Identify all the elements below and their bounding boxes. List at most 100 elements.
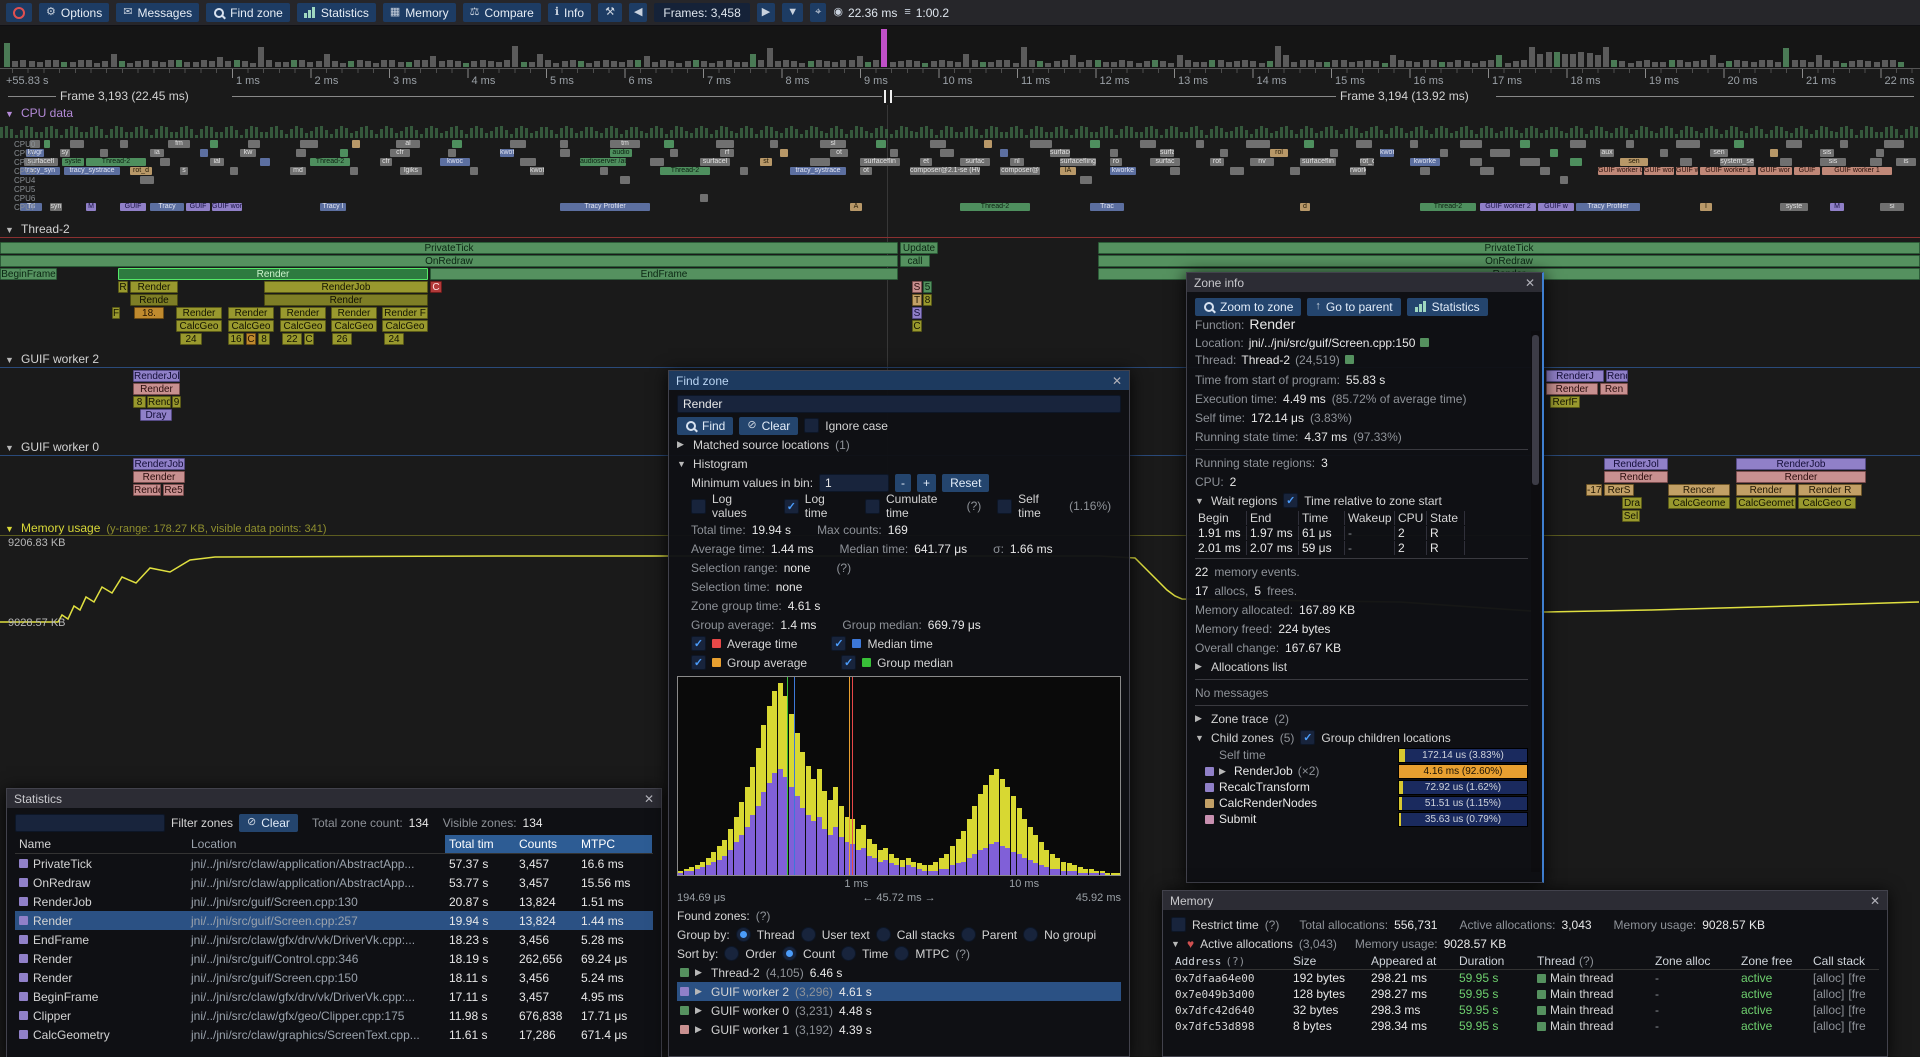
frame-bar[interactable] [1808, 62, 1814, 67]
cpu-zone[interactable] [1480, 167, 1494, 175]
cpu-zone[interactable]: Thread-2 [1420, 203, 1476, 211]
callstack-link[interactable]: [alloc] [1813, 1003, 1845, 1017]
timeline-zone[interactable]: CalcGeo [228, 320, 274, 332]
frame-bar[interactable] [1578, 52, 1585, 67]
frame-bar[interactable] [1439, 61, 1445, 67]
frame-bar[interactable] [717, 60, 724, 67]
frame-bar[interactable] [963, 54, 970, 67]
frame-bar[interactable] [1365, 60, 1372, 67]
frame-bar[interactable] [1660, 61, 1667, 67]
timeline-zone[interactable]: Update [900, 242, 938, 254]
timeline-zone[interactable]: 9 [172, 396, 181, 408]
matched-locations-row[interactable]: ▶ Matched source locations (1) [677, 437, 850, 452]
frame-bar[interactable] [397, 61, 404, 67]
frame-bar[interactable] [1717, 62, 1724, 67]
timeline-zone[interactable]: CalcGeome [1668, 497, 1730, 509]
timeline-zone[interactable]: RerfF [1550, 396, 1580, 408]
frame-bar[interactable] [1291, 62, 1298, 67]
frame-bar[interactable] [1783, 47, 1790, 67]
frame-bar[interactable] [520, 61, 527, 67]
frame-time-strip[interactable] [0, 26, 1920, 69]
frame-bar[interactable] [1234, 61, 1240, 67]
timeline-zone[interactable]: RenderJol [1604, 458, 1668, 470]
cpu-zone[interactable]: Trl [20, 203, 42, 211]
find-zone-input[interactable] [677, 395, 1121, 413]
frame-bar[interactable] [791, 60, 798, 67]
cpu-zone[interactable] [448, 149, 456, 157]
cpu-zone[interactable]: surfac [1160, 149, 1174, 157]
frame-bar[interactable] [118, 60, 125, 67]
cpu-zone[interactable]: sis [1820, 158, 1846, 166]
goto-frame-button[interactable]: ▼ [782, 3, 804, 22]
column-header-duration[interactable]: Duration [1455, 954, 1533, 968]
cpu-zone[interactable] [120, 140, 128, 148]
frame-bar[interactable] [405, 61, 412, 67]
frame-bar[interactable] [1381, 62, 1388, 67]
frame-bar[interactable] [553, 62, 560, 67]
cpu-zone[interactable] [670, 149, 678, 157]
collapse-icon[interactable]: ▼ [5, 355, 14, 365]
cpu-zone[interactable] [940, 149, 954, 157]
cpu-zone[interactable]: Thread-2 [960, 203, 1030, 211]
min-bin-input[interactable] [819, 473, 890, 492]
frame-bar[interactable] [856, 55, 863, 67]
child-zone-row[interactable]: ▶ RenderJob (×2) 4.16 ms (92.60%) [1195, 763, 1528, 779]
callstack-link[interactable]: [alloc] [1813, 1019, 1845, 1033]
callstack-link[interactable]: [alloc] [1813, 987, 1845, 1001]
legend-checkbox-1[interactable] [831, 636, 847, 651]
frame-bar[interactable] [627, 60, 634, 67]
cpu-zone[interactable]: md [290, 167, 306, 175]
frame-bar[interactable] [586, 62, 593, 67]
stats-row[interactable]: Render jni/../jni/src/guif/Control.cpp:34… [15, 949, 653, 968]
frame-bar[interactable] [1488, 60, 1495, 67]
relative-time-checkbox[interactable] [1283, 493, 1299, 508]
frame-bar[interactable] [1611, 60, 1618, 67]
allocation-row[interactable]: 0x7dfaa64e00 192 bytes 298.21 ms 59.95 s Mai… [1171, 970, 1879, 986]
cpu-zone[interactable] [1470, 158, 1482, 166]
cpu-zone[interactable] [230, 167, 238, 175]
close-icon[interactable]: ✕ [1524, 275, 1535, 290]
legend-checkbox-0[interactable] [691, 636, 706, 651]
frame-bar[interactable] [159, 62, 166, 67]
frame-bar[interactable] [660, 60, 666, 67]
timeline-zone[interactable]: Render [176, 307, 222, 319]
frame-bar[interactable] [209, 60, 215, 67]
frame-bar[interactable] [1316, 61, 1322, 67]
frame-bar[interactable] [266, 60, 273, 67]
frame-bar[interactable] [1865, 61, 1872, 67]
cpu-zone[interactable]: GUIF worl [212, 203, 242, 211]
frame-bar[interactable] [701, 61, 707, 67]
close-icon[interactable]: ✕ [1869, 893, 1880, 908]
found-zone-group[interactable]: ▶ Thread-2 (4,105) 6.46 s [677, 963, 1121, 982]
callstack-link[interactable]: [fre [1848, 1019, 1866, 1033]
frame-bar[interactable] [1701, 60, 1708, 67]
timeline-zone[interactable]: 26 [332, 333, 352, 345]
cpu-zone[interactable] [1490, 149, 1510, 157]
group-by-radio-parent[interactable] [960, 927, 976, 942]
cpu-zone[interactable]: system_se [1720, 158, 1754, 166]
frame-bar[interactable] [176, 60, 183, 67]
cpu-zone[interactable] [1170, 167, 1180, 175]
frame-bar[interactable] [45, 60, 51, 67]
cpu-zone[interactable] [1884, 140, 1904, 148]
cpu-zone[interactable] [1230, 167, 1244, 175]
cpu-zone[interactable]: composer@ [1000, 167, 1040, 175]
callstack-link[interactable]: [fre [1848, 987, 1866, 1001]
expand-icon[interactable]: ▶ [1195, 713, 1202, 723]
frame-bar[interactable] [1545, 52, 1552, 67]
frame-bar[interactable] [750, 54, 757, 67]
cpu-zone[interactable] [1080, 176, 1092, 184]
timeline-zone[interactable]: Render [228, 307, 274, 319]
cpu-zone[interactable] [1030, 140, 1052, 148]
toolbar-button-statistics[interactable]: Statistics [296, 3, 376, 22]
clear-filter-button[interactable]: ⊘ Clear [239, 813, 298, 832]
frame-bar[interactable] [258, 46, 265, 67]
collapse-icon[interactable]: ▼ [5, 109, 14, 119]
found-zone-group[interactable]: ▶ GUIF worker 2 (3,296) 4.61 s [677, 982, 1121, 1001]
toolbar-button-info[interactable]: ℹ Info [547, 3, 592, 22]
frame-bar[interactable] [635, 60, 642, 67]
frame-bar[interactable] [1775, 61, 1782, 67]
stats-row[interactable]: OnRedraw jni/../jni/src/claw/application/… [15, 873, 653, 892]
option-checkbox-cumulate-time[interactable] [865, 498, 881, 514]
cpu-zone[interactable]: GUIF w [1538, 203, 1574, 211]
